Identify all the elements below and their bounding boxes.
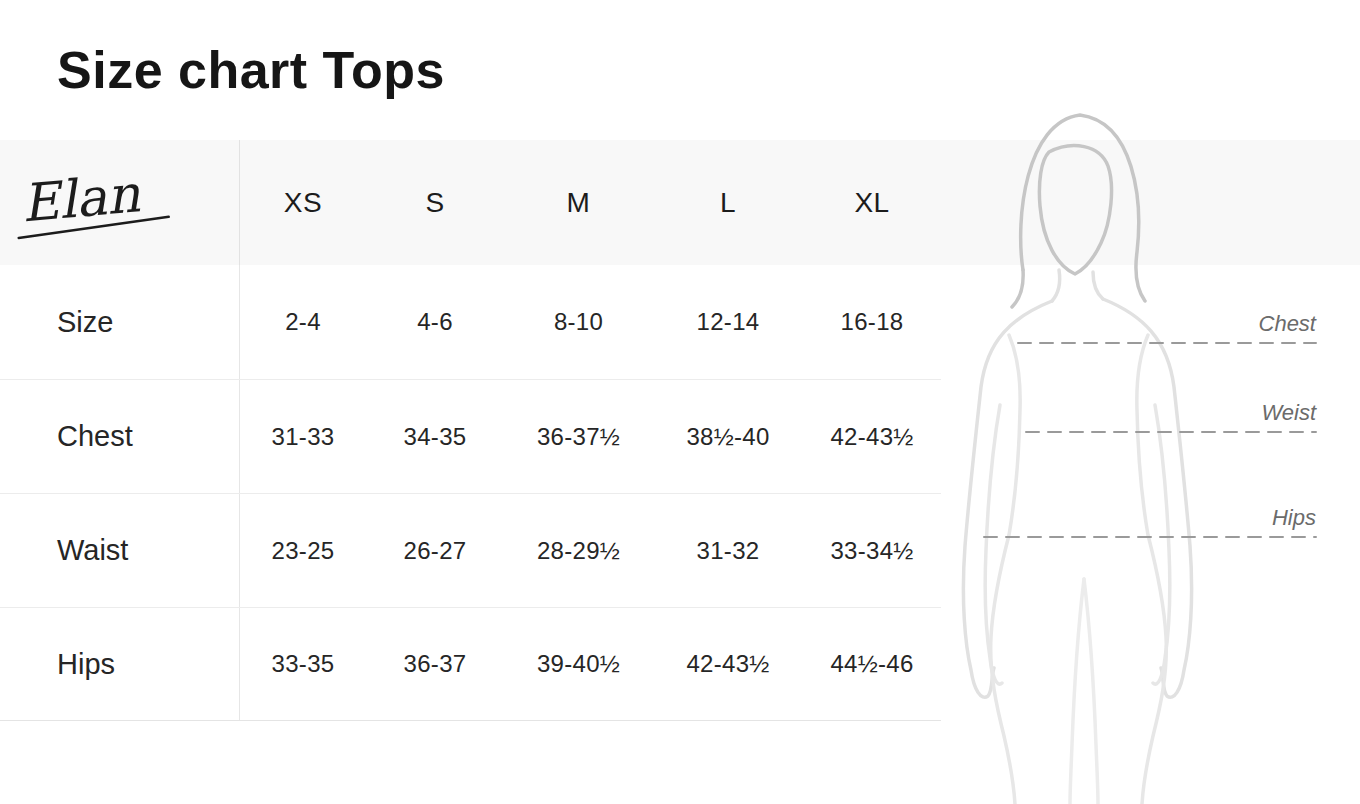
waist-measure-label: Weist xyxy=(1261,400,1316,425)
row-label-waist: Waist xyxy=(0,494,240,607)
chest-m: 36-37½ xyxy=(504,423,653,451)
size-chart-table: Elan XS S M L XL Size 2-4 4-6 8-10 12-14… xyxy=(0,140,941,721)
chest-l: 38½-40 xyxy=(653,423,803,451)
waist-l: 31-32 xyxy=(653,537,803,565)
page-title: Size chart Tops xyxy=(57,40,445,100)
neck-right xyxy=(1093,272,1103,299)
right-leg-inner xyxy=(1084,579,1098,804)
row-label-size: Size xyxy=(0,265,240,379)
size-s: 4-6 xyxy=(366,308,504,336)
size-l: 12-14 xyxy=(653,308,803,336)
size-m: 8-10 xyxy=(504,308,653,336)
face-outline xyxy=(1039,146,1111,274)
waist-xl: 33-34½ xyxy=(803,537,941,565)
torso-right-outline xyxy=(1137,335,1166,804)
hips-m: 39-40½ xyxy=(504,650,653,678)
table-row-size: Size 2-4 4-6 8-10 12-14 16-18 xyxy=(0,265,941,379)
torso-left-outline xyxy=(991,335,1020,804)
hips-l: 42-43½ xyxy=(653,650,803,678)
column-header-m: M xyxy=(504,187,653,219)
brand-logo-cell: Elan xyxy=(0,140,240,265)
neck-left xyxy=(1052,270,1060,301)
column-header-xs: XS xyxy=(240,187,366,219)
table-header-row: Elan XS S M L XL xyxy=(0,140,941,265)
row-label-hips: Hips xyxy=(0,608,240,720)
woman-outline-illustration: Chest Weist Hips xyxy=(940,100,1360,804)
left-arm-inner xyxy=(985,405,1002,684)
row-label-chest: Chest xyxy=(0,380,240,493)
waist-m: 28-29½ xyxy=(504,537,653,565)
measurement-figure: Chest Weist Hips xyxy=(940,100,1360,804)
size-chart-page: Size chart Tops Elan XS S M L XL Size 2-… xyxy=(0,0,1360,804)
waist-s: 26-27 xyxy=(366,537,504,565)
chest-xs: 31-33 xyxy=(240,423,366,451)
hips-xs: 33-35 xyxy=(240,650,366,678)
column-header-l: L xyxy=(653,187,803,219)
waist-xs: 23-25 xyxy=(240,537,366,565)
chest-s: 34-35 xyxy=(366,423,504,451)
size-xl: 16-18 xyxy=(803,308,941,336)
right-arm-outline xyxy=(1103,299,1192,697)
hips-s: 36-37 xyxy=(366,650,504,678)
left-leg-inner xyxy=(1070,579,1084,804)
table-row-waist: Waist 23-25 26-27 28-29½ 31-32 33-34½ xyxy=(0,493,941,607)
hair-left-lock xyxy=(1012,270,1023,307)
table-row-chest: Chest 31-33 34-35 36-37½ 38½-40 42-43½ xyxy=(0,379,941,493)
size-xs: 2-4 xyxy=(240,308,366,336)
chest-xl: 42-43½ xyxy=(803,423,941,451)
column-header-xl: XL xyxy=(803,187,941,219)
left-arm-outline xyxy=(963,301,1052,697)
hips-xl: 44½-46 xyxy=(803,650,941,678)
hips-measure-label: Hips xyxy=(1272,505,1316,530)
column-header-s: S xyxy=(366,187,504,219)
table-row-hips: Hips 33-35 36-37 39-40½ 42-43½ 44½-46 xyxy=(0,607,941,721)
brand-logo: Elan xyxy=(0,148,239,258)
chest-measure-label: Chest xyxy=(1259,311,1317,336)
